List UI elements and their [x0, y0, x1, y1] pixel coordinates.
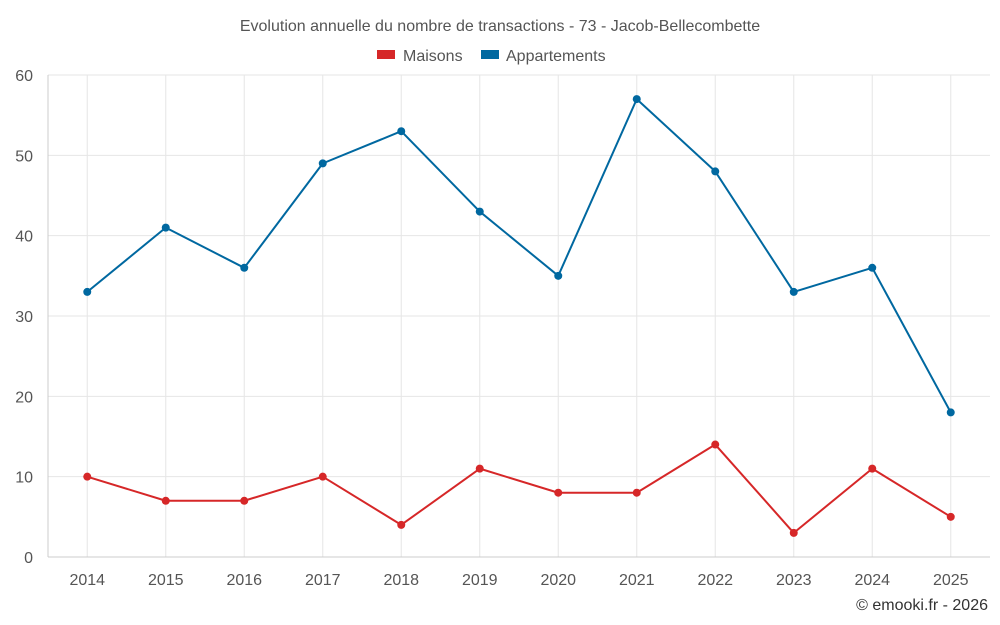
data-point-maisons[interactable] — [711, 440, 720, 449]
y-tick-label: 10 — [15, 470, 33, 487]
data-point-appartements[interactable] — [161, 223, 170, 232]
data-point-appartements[interactable] — [711, 167, 720, 176]
data-point-appartements[interactable] — [789, 287, 798, 296]
credit-text: © emooki.fr - 2026 — [856, 597, 988, 614]
data-point-appartements[interactable] — [240, 263, 249, 272]
x-tick-label: 2018 — [383, 572, 419, 589]
data-point-appartements[interactable] — [632, 95, 641, 104]
legend-item-appartements[interactable]: Appartements — [481, 48, 606, 65]
data-point-appartements[interactable] — [554, 271, 563, 280]
x-tick-label: 2025 — [933, 572, 969, 589]
data-point-appartements[interactable] — [868, 263, 877, 272]
chart-title: Evolution annuelle du nombre de transact… — [240, 18, 760, 35]
x-tick-label: 2022 — [697, 572, 733, 589]
series-line-maisons — [86, 443, 952, 534]
x-tick-label: 2024 — [854, 572, 890, 589]
y-tick-label: 40 — [15, 229, 33, 246]
y-tick-label: 20 — [15, 389, 33, 406]
data-point-maisons[interactable] — [789, 528, 798, 537]
x-tick-label: 2020 — [540, 572, 576, 589]
data-point-maisons[interactable] — [397, 520, 406, 529]
x-tick-label: 2015 — [148, 572, 184, 589]
data-point-maisons[interactable] — [946, 512, 955, 521]
y-tick-label: 60 — [15, 68, 33, 85]
data-point-maisons[interactable] — [83, 472, 92, 481]
data-point-maisons[interactable] — [318, 472, 327, 481]
legend-swatch-appartements — [481, 50, 499, 59]
x-tick-label: 2019 — [462, 572, 498, 589]
data-point-appartements[interactable] — [397, 127, 406, 136]
x-tick-label: 2017 — [305, 572, 341, 589]
data-point-maisons[interactable] — [475, 464, 484, 473]
grid — [48, 74, 990, 557]
y-tick-label: 0 — [24, 550, 33, 567]
legend-label-maisons: Maisons — [403, 48, 463, 65]
data-point-maisons[interactable] — [240, 496, 249, 505]
legend-item-maisons[interactable]: Maisons — [377, 48, 463, 65]
data-point-maisons[interactable] — [632, 488, 641, 497]
data-point-maisons[interactable] — [554, 488, 563, 497]
data-point-maisons[interactable] — [868, 464, 877, 473]
data-point-maisons[interactable] — [161, 496, 170, 505]
series-line-appartements — [86, 98, 952, 413]
x-tick-label: 2014 — [69, 572, 105, 589]
x-tick-label: 2016 — [226, 572, 262, 589]
data-point-appartements[interactable] — [318, 159, 327, 168]
axes: 0 10 20 30 40 50 60 2014 2015 2016 2017 2018 2019 202… — [15, 68, 990, 589]
x-tick-label: 2023 — [776, 572, 812, 589]
series — [83, 95, 955, 537]
x-tick-label: 2021 — [619, 572, 655, 589]
y-tick-label: 30 — [15, 309, 33, 326]
legend-label-appartements: Appartements — [506, 48, 606, 65]
data-point-appartements[interactable] — [475, 207, 484, 216]
data-point-appartements[interactable] — [83, 287, 92, 296]
y-tick-label: 50 — [15, 148, 33, 165]
data-point-appartements[interactable] — [946, 408, 955, 417]
legend-swatch-maisons — [377, 50, 395, 59]
legend: Maisons Appartements — [377, 48, 606, 65]
